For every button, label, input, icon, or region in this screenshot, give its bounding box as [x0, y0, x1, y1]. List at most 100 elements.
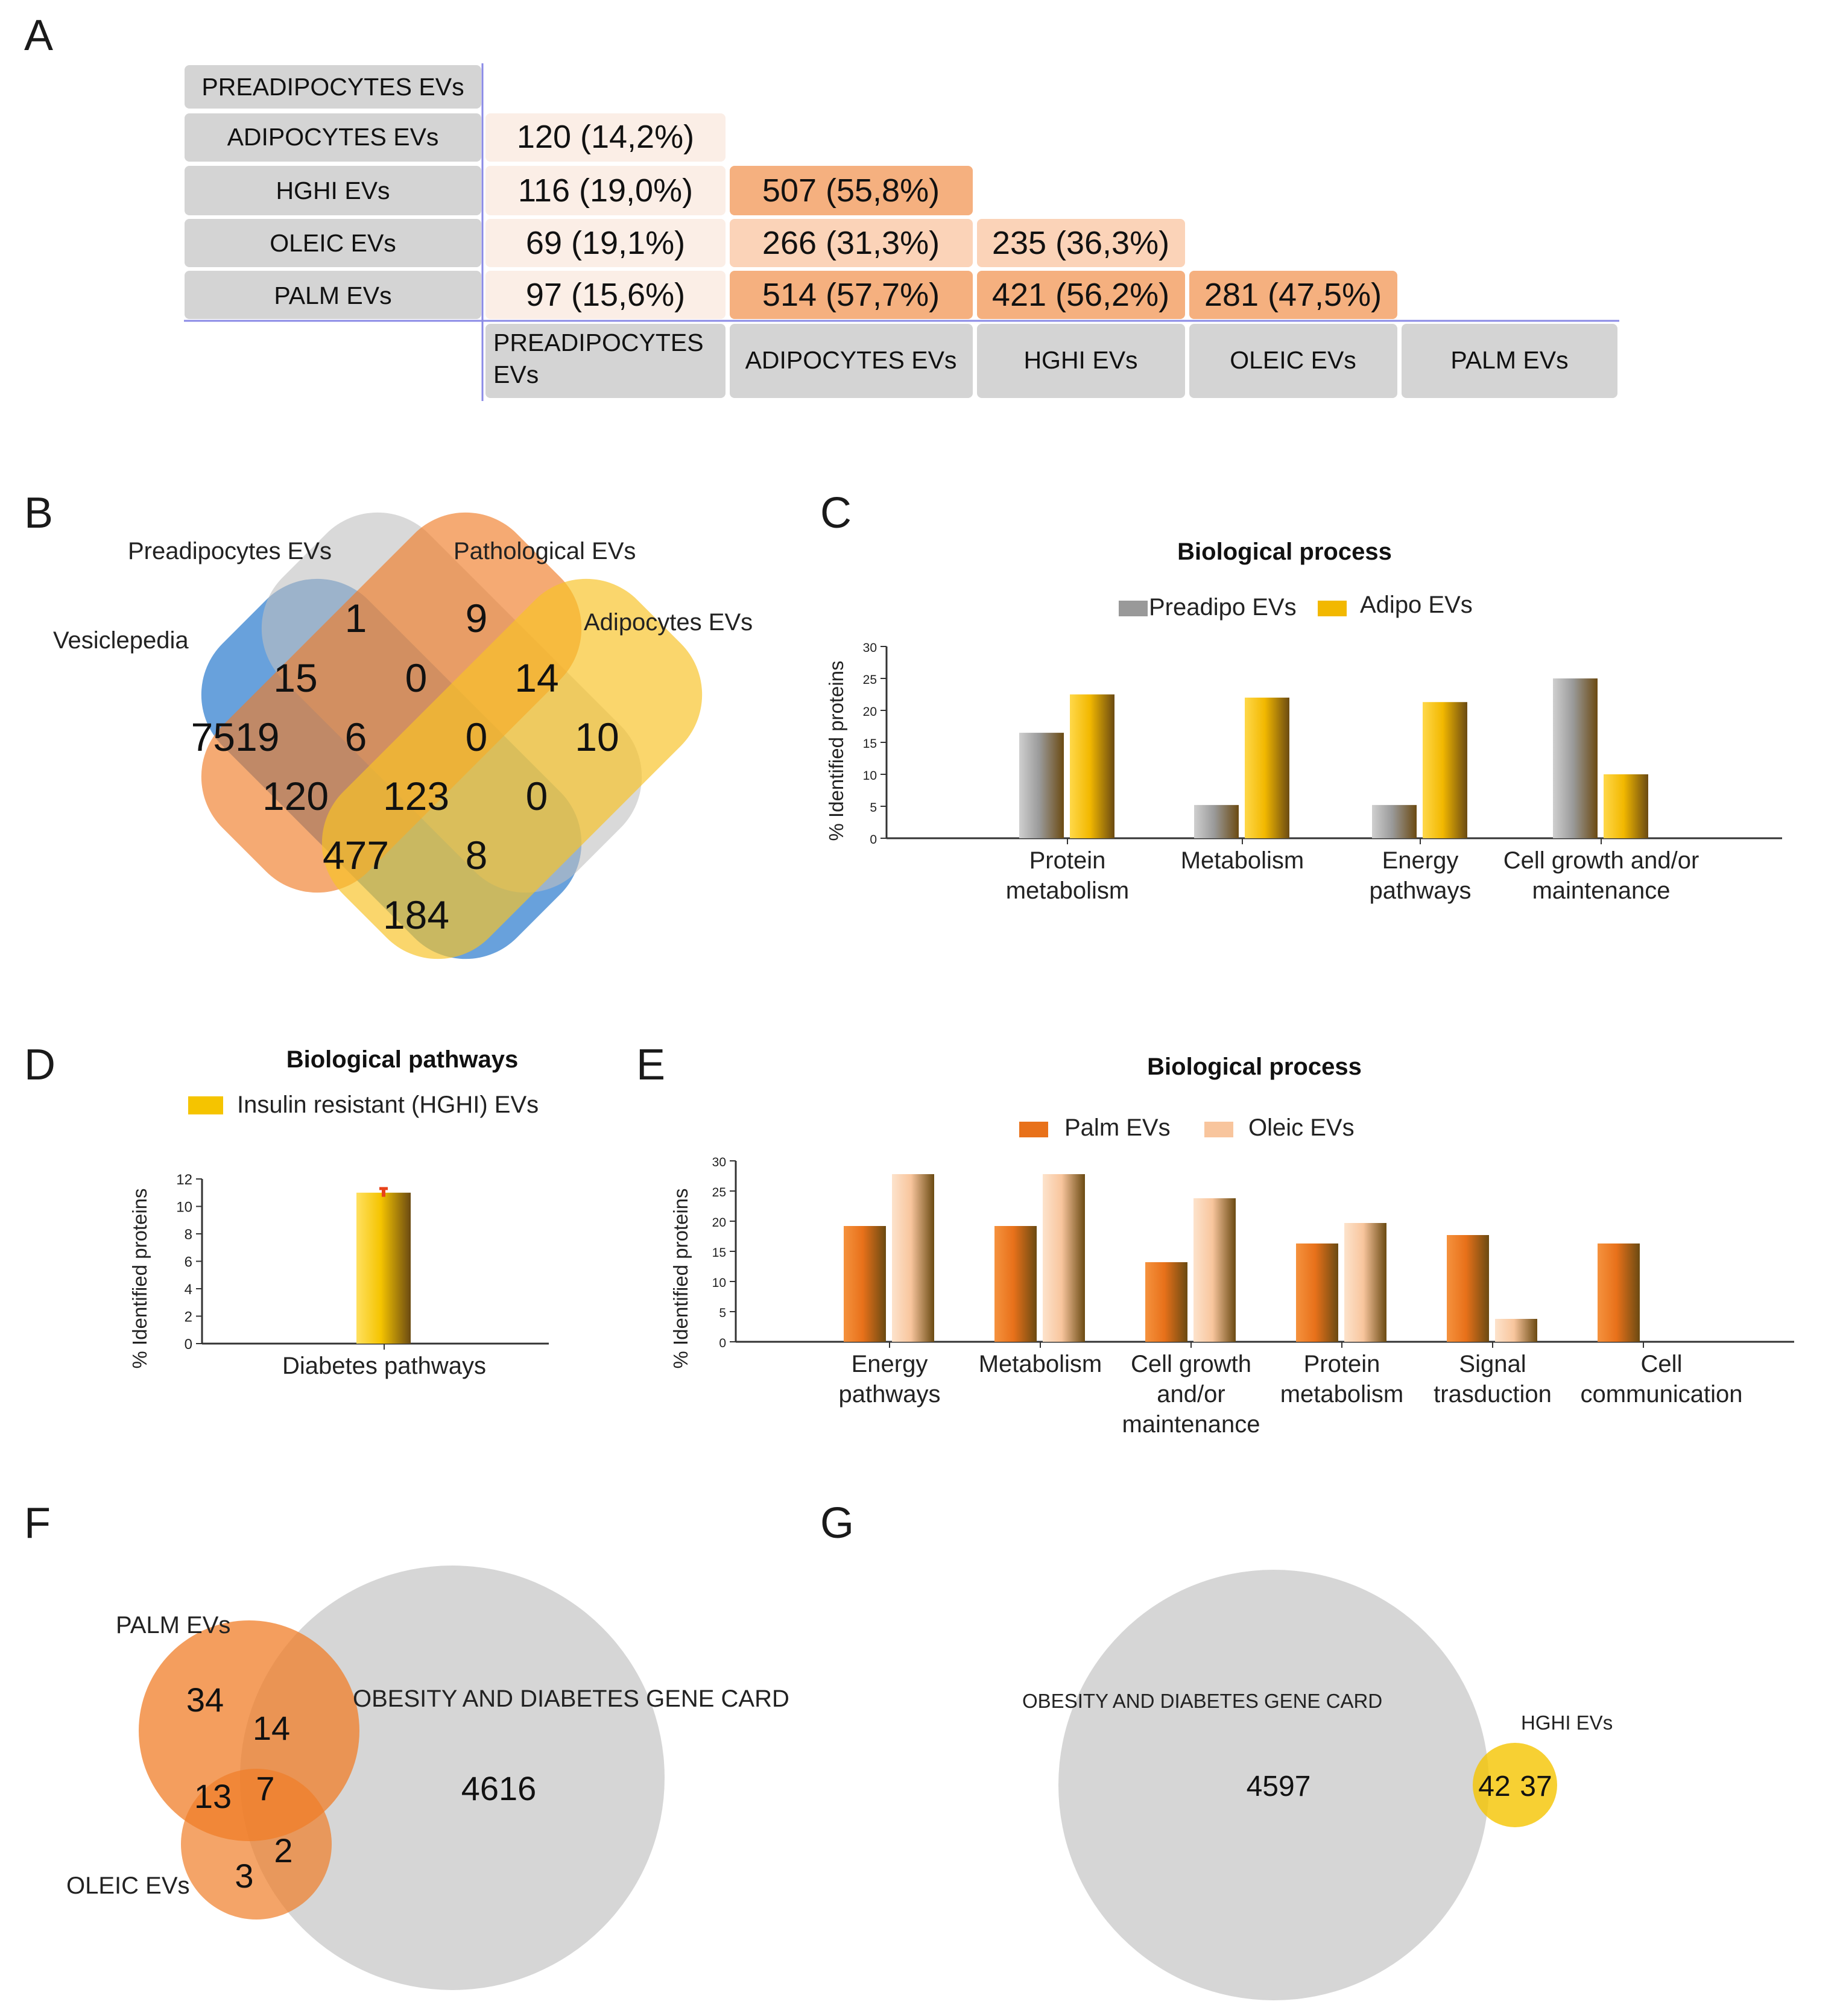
bar-palm-evs — [1447, 1235, 1489, 1342]
y-tick-label: 30 — [712, 1155, 726, 1169]
bar-palm-evs — [994, 1226, 1037, 1342]
y-tick-label: 5 — [719, 1306, 726, 1320]
cell-value: 97 (15,6%) — [526, 277, 685, 313]
panel-letter-a: A — [24, 11, 54, 60]
chart-e-ylabel: % Identified proteins — [669, 1188, 692, 1368]
cell-light — [485, 166, 726, 215]
venn-count: 1 — [345, 596, 367, 640]
venn-count: 15 — [273, 656, 317, 700]
venn-count: 42 — [1478, 1771, 1510, 1803]
col-label-adipocytes: ADIPOCYTES EVs — [745, 346, 957, 374]
panel-letter-c: C — [820, 489, 852, 537]
venn-count: 4616 — [461, 1769, 537, 1807]
bar-oleic-evs — [1193, 1198, 1236, 1342]
venn-set-pathological — [201, 512, 582, 893]
bar-oleic-evs — [892, 1174, 934, 1342]
row-label-adipocytes: ADIPOCYTES EVs — [227, 123, 439, 151]
chart-e: Biological process Palm EVs Oleic EVs % … — [669, 1054, 1794, 1438]
venn-label-pathological: Pathological EVs — [454, 538, 636, 564]
cell-value: 235 (36,3%) — [992, 225, 1169, 261]
venn-count: 10 — [575, 715, 619, 759]
bar-oleic-evs — [1495, 1319, 1537, 1342]
category-label: and/or — [1157, 1381, 1225, 1408]
panel-letter-d: D — [24, 1041, 55, 1089]
cell-strong — [730, 271, 973, 319]
y-tick-label: 25 — [863, 673, 877, 687]
y-tick-label: 30 — [863, 641, 877, 655]
bar-preadipo-evs — [1019, 733, 1064, 838]
venn-count: 34 — [186, 1681, 224, 1719]
venn-count: 37 — [1520, 1771, 1552, 1803]
category-label: Protein — [1029, 847, 1106, 874]
cell-value: 507 (55,8%) — [762, 172, 940, 209]
category-label: metabolism — [1006, 877, 1130, 904]
category-label: pathways — [1370, 877, 1472, 904]
chart-c-ylabel: % Identified proteins — [825, 660, 847, 841]
category-label: Protein — [1304, 1351, 1380, 1377]
cell-strong — [730, 166, 973, 215]
circle-gene-card — [240, 1566, 665, 1990]
y-tick-label: 0 — [870, 833, 877, 847]
venn-count: 13 — [194, 1777, 232, 1815]
cell-value: 116 (19,0%) — [518, 172, 693, 209]
y-tick-label: 10 — [863, 769, 877, 783]
chart-c: Biological process Preadipo EVs Adipo EV… — [825, 539, 1782, 904]
venn-count: 0 — [405, 656, 428, 700]
y-tick-label: 8 — [185, 1227, 192, 1243]
y-tick-label: 12 — [176, 1172, 192, 1188]
legend-label-palm: Palm EVs — [1064, 1114, 1171, 1141]
label-gene-card-g: OBESITY AND DIABETES GENE CARD — [1022, 1690, 1382, 1712]
venn-count: 2 — [274, 1831, 292, 1869]
venn-count: 14 — [514, 656, 558, 700]
chart-d-title: Biological pathways — [286, 1046, 519, 1073]
cell-value: 421 (56,2%) — [992, 277, 1169, 313]
y-tick-label: 0 — [185, 1336, 192, 1353]
category-label: Cell — [1641, 1351, 1683, 1377]
venn-count: 123 — [383, 774, 449, 818]
overlap-matrix: PREADIPOCYTES EVs ADIPOCYTES EVs HGHI EV… — [184, 63, 1619, 401]
y-tick-label: 6 — [185, 1254, 192, 1271]
y-tick-label: 15 — [863, 737, 877, 751]
venn-label-preadipocytes: Preadipocytes EVs — [128, 538, 332, 564]
bar-oleic-evs — [1043, 1174, 1085, 1342]
category-label: maintenance — [1532, 877, 1670, 904]
col-label-box — [730, 324, 973, 398]
cell-strong — [1189, 271, 1397, 319]
circle-hghi — [1473, 1743, 1557, 1827]
legend-swatch-adipo — [1318, 601, 1347, 616]
row-label-preadipocytes: PREADIPOCYTES EVs — [201, 73, 464, 101]
venn-count: 3 — [235, 1857, 253, 1895]
venn-count: 0 — [526, 774, 548, 818]
col-label-preadipocytes: PREADIPOCYTES EVs — [493, 329, 704, 388]
col-label-oleic: OLEIC EVs — [1230, 346, 1356, 374]
cell-light — [485, 113, 726, 162]
col-label-box — [977, 324, 1185, 398]
category-label: communication — [1580, 1381, 1742, 1408]
cell-value: 266 (31,3%) — [762, 225, 940, 261]
row-label-palm: PALM EVs — [274, 282, 391, 309]
category-label: Metabolism — [1181, 847, 1304, 874]
cell-mid — [730, 219, 973, 267]
bar-palm-evs — [1145, 1262, 1187, 1342]
chart-d-ylabel: % Identified proteins — [128, 1188, 151, 1368]
legend-swatch-preadipo — [1119, 601, 1148, 616]
col-label-box — [485, 324, 726, 398]
chart-d: Biological pathways Insulin resistant (H… — [128, 1046, 549, 1379]
venn-count: 477 — [323, 833, 389, 877]
venn-count: 6 — [345, 715, 367, 759]
category-label: maintenance — [1122, 1411, 1260, 1438]
cell-light — [485, 271, 726, 319]
venn-count: 7 — [256, 1769, 274, 1807]
col-label-hghi: HGHI EVs — [1023, 346, 1137, 374]
y-tick-label: 5 — [870, 801, 877, 815]
bar-adipo-evs — [1245, 697, 1289, 838]
venn-count: 0 — [466, 715, 488, 759]
col-label-palm: PALM EVs — [1450, 346, 1568, 374]
category-label: pathways — [839, 1381, 941, 1408]
bar-palm-evs — [844, 1226, 886, 1342]
category-label: Diabetes pathways — [282, 1353, 486, 1379]
cell-value: 120 (14,2%) — [517, 119, 694, 155]
cell-strong — [977, 271, 1185, 319]
bar-preadipo-evs — [1553, 678, 1598, 838]
legend-swatch-hghi — [188, 1096, 223, 1114]
